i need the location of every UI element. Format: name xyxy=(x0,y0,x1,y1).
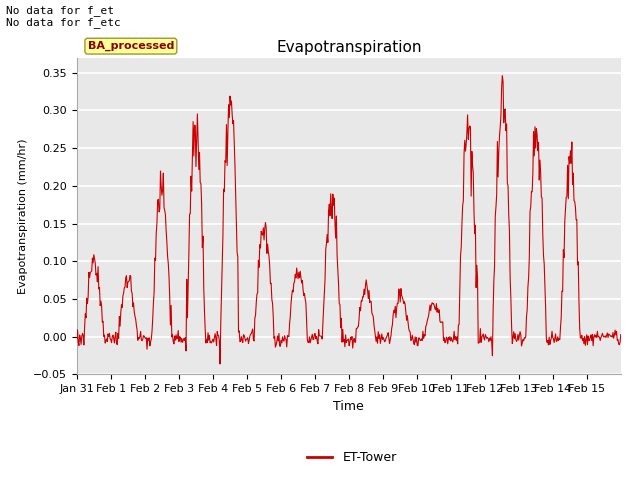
Y-axis label: Evapotranspiration (mm/hr): Evapotranspiration (mm/hr) xyxy=(17,138,28,294)
X-axis label: Time: Time xyxy=(333,400,364,413)
Title: Evapotranspiration: Evapotranspiration xyxy=(276,40,422,55)
Text: BA_processed: BA_processed xyxy=(88,41,174,51)
Text: No data for f_et
No data for f_etc: No data for f_et No data for f_etc xyxy=(6,5,121,28)
Legend: ET-Tower: ET-Tower xyxy=(302,446,402,469)
